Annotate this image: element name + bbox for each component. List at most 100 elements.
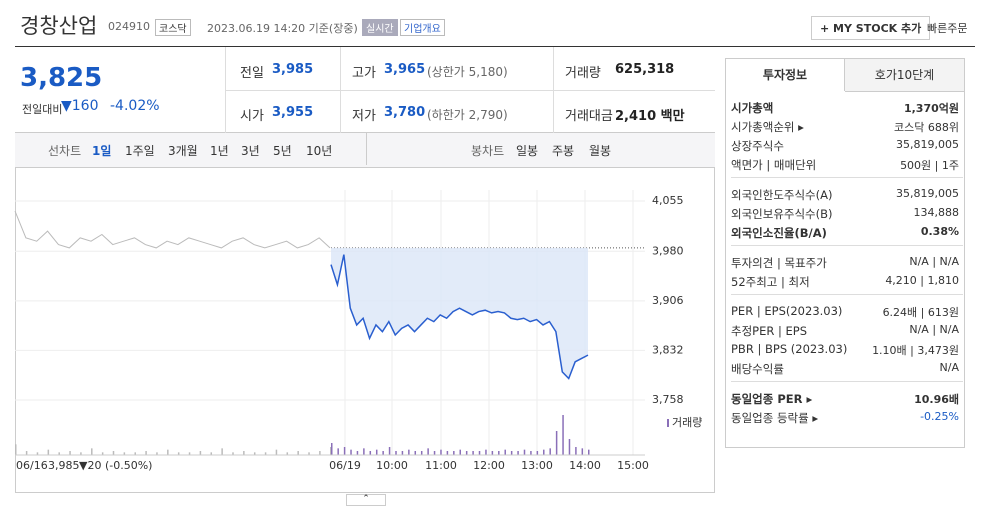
- divider: [731, 294, 963, 295]
- period-tab[interactable]: 10년: [306, 144, 333, 158]
- info-label: PER | EPS(2023.03): [731, 304, 843, 318]
- volume-bar: [91, 448, 93, 455]
- volume-bar: [319, 451, 321, 455]
- volume-bar: [388, 447, 391, 455]
- volume-bar: [286, 452, 289, 455]
- volume-bar: [581, 448, 584, 455]
- stat-value: 3,955: [272, 105, 314, 120]
- info-label: 외국인소진율(B/A): [731, 226, 827, 240]
- price: 3,825: [20, 63, 103, 93]
- candle-tab[interactable]: 일봉: [516, 144, 539, 158]
- stat-label: 시가: [240, 109, 264, 124]
- info-label: 시가총액: [731, 101, 774, 115]
- volume-bar: [264, 452, 267, 455]
- volume-bar: [459, 449, 461, 455]
- volume-bar: [363, 448, 365, 455]
- volume-bar: [331, 443, 333, 455]
- volume-bar: [498, 451, 500, 455]
- volume-bar: [25, 451, 28, 455]
- x-tick-label: 15:00: [617, 459, 649, 472]
- volume-bar: [123, 452, 126, 455]
- tab-label: 봉차트: [471, 144, 505, 158]
- info-label: 외국인한도주식수(A): [731, 188, 833, 202]
- info-label: PBR | BPS (2023.03): [731, 342, 848, 356]
- x-tick-label: 11:00: [425, 459, 457, 472]
- volume-bar: [156, 452, 158, 455]
- period-tab[interactable]: 1주일: [125, 144, 155, 158]
- my-stock-button[interactable]: + MY STOCK 추가: [811, 16, 931, 40]
- period-tab[interactable]: 3년: [241, 144, 260, 158]
- change: ▼160: [61, 98, 99, 114]
- volume-bar: [401, 451, 404, 455]
- info-value: 0.38%: [920, 225, 959, 238]
- volume-bar: [420, 451, 423, 455]
- volume-bar: [369, 451, 372, 455]
- period-tab[interactable]: 1일: [92, 144, 112, 158]
- period-tab[interactable]: 5년: [273, 144, 292, 158]
- stat-label: 고가: [352, 66, 376, 81]
- volume-bar: [15, 444, 17, 455]
- volume-bar: [562, 415, 564, 455]
- x-tick-label: 06/19: [329, 459, 361, 472]
- volume-bar: [210, 452, 213, 455]
- info-label: 동일업종 PER ▸: [731, 392, 813, 406]
- info-label: 추정PER | EPS: [731, 324, 808, 338]
- collapse-button[interactable]: ⌃: [346, 494, 386, 506]
- stat-value: 3,985: [272, 62, 314, 77]
- stat-extra: (상한가 5,180): [427, 65, 508, 79]
- stat-value: 3,965: [384, 62, 426, 77]
- volume-bar: [588, 449, 590, 455]
- stat-value: 625,318: [615, 62, 675, 77]
- stock-name: 경창산업: [20, 14, 98, 38]
- volume-bar: [330, 447, 332, 455]
- volume-bar: [440, 449, 442, 455]
- volume-bar: [530, 451, 532, 455]
- volume-bar: [275, 449, 278, 455]
- volume-bar: [536, 451, 539, 455]
- realtime-badge[interactable]: 실시간: [362, 19, 398, 36]
- volume-bar: [555, 431, 558, 455]
- info-value: 6.24배 | 613원: [882, 306, 959, 319]
- volume-bar: [308, 452, 310, 455]
- period-tab[interactable]: 1년: [210, 144, 229, 158]
- info-label: 액면가 | 매매단위: [731, 158, 817, 172]
- volume-bar: [101, 452, 104, 455]
- volume-bar: [145, 451, 147, 455]
- chart-tab-bar: [15, 132, 715, 168]
- prev-change: ▼20 (-0.50%): [79, 459, 152, 472]
- volume-bar: [188, 452, 191, 455]
- info-panel: [725, 58, 965, 448]
- divider: [731, 381, 963, 382]
- y-tick-label: 3,980: [652, 244, 684, 257]
- volume-bar: [350, 449, 352, 455]
- volume-bar: [446, 451, 449, 455]
- volume-bar: [221, 448, 223, 455]
- quick-order[interactable]: 빠른주문: [927, 22, 968, 35]
- info-tab: 투자정보: [726, 59, 845, 91]
- stat-label: 거래대금: [565, 109, 613, 124]
- stat-label: 전일: [240, 66, 264, 81]
- volume-bar: [523, 449, 526, 455]
- volume-bar: [408, 449, 410, 455]
- company-info[interactable]: 기업개요: [400, 19, 445, 36]
- y-tick-label: 4,055: [652, 194, 684, 207]
- y-tick-label: 3,758: [652, 393, 684, 406]
- volume-bar: [69, 451, 71, 455]
- info-value: 35,819,005: [896, 138, 959, 151]
- legend-swatch: [667, 419, 669, 427]
- candle-tab[interactable]: 월봉: [589, 144, 612, 158]
- rate: -4.02%: [110, 98, 160, 114]
- volume-bar: [485, 449, 487, 455]
- volume-bar: [478, 451, 481, 455]
- volume-bar: [80, 452, 82, 455]
- info-value: 코스닥 688위: [894, 121, 959, 134]
- info-label: 52주최고 | 최저: [731, 275, 810, 289]
- candle-tab[interactable]: 주봉: [552, 144, 575, 158]
- volume-bar: [491, 451, 494, 455]
- stat-value: 3,780: [384, 105, 426, 120]
- info-value: -0.25%: [920, 410, 959, 423]
- period-tab[interactable]: 3개월: [168, 144, 198, 158]
- info-tab[interactable]: 호가10단계: [845, 59, 964, 92]
- volume-bar: [549, 448, 551, 455]
